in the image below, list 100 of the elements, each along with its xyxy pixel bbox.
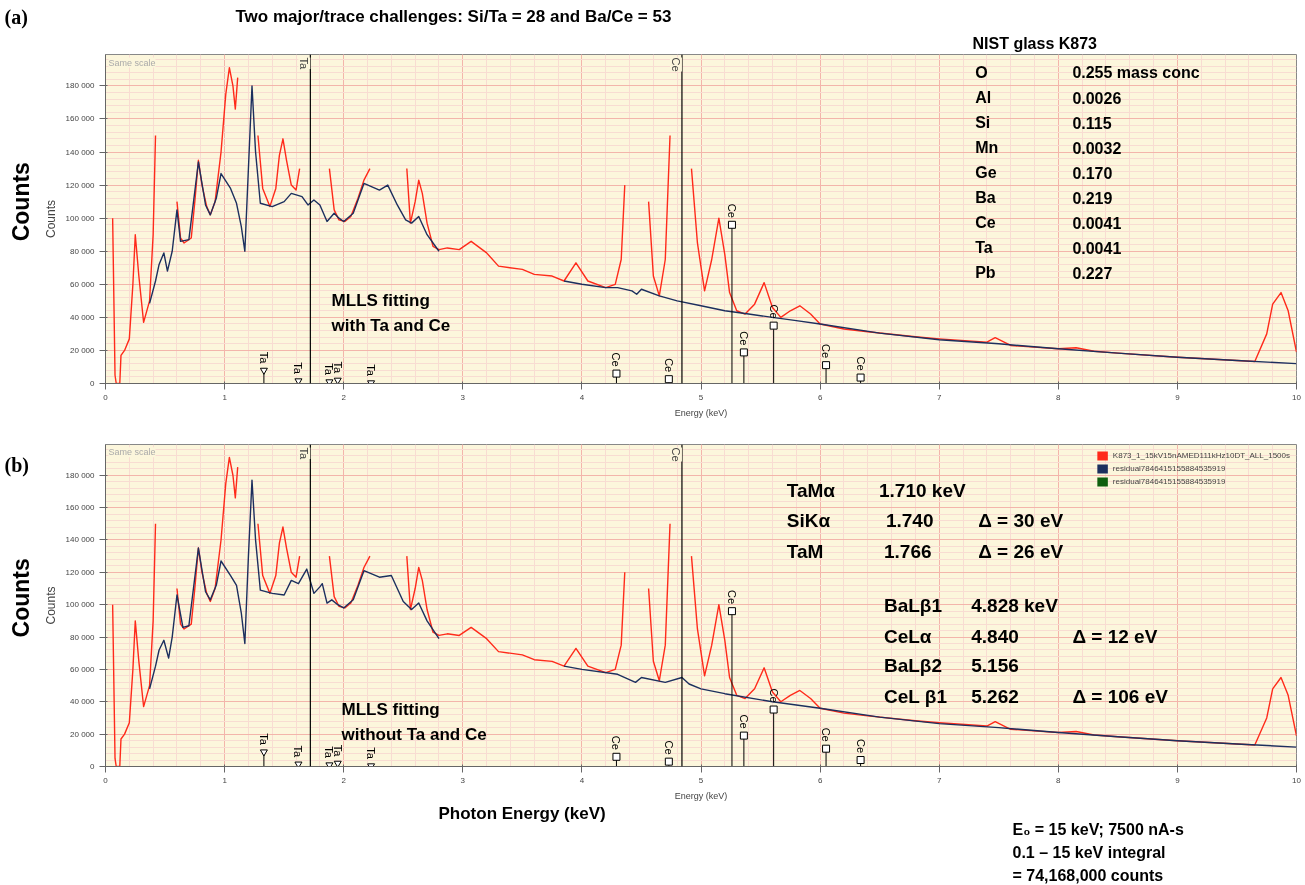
ref-line-label: Ta (298, 57, 311, 70)
text: (a) (4, 5, 28, 29)
text: Ce (725, 590, 738, 605)
text: NIST glass K873 (972, 35, 1098, 52)
text: Ta (365, 747, 378, 759)
y-tick-label: 180 000 (65, 470, 96, 480)
text: Ce (610, 352, 623, 367)
point (612, 752, 621, 761)
x-tick-label: 1 (222, 775, 228, 785)
text: Photon Energy (keV) (438, 804, 606, 823)
x-tick-label: 8 (1056, 775, 1062, 785)
text: Counts (7, 162, 34, 242)
point (727, 220, 736, 229)
text: Ta (365, 364, 378, 376)
annotation: 1.710 keV (879, 480, 966, 501)
annotation: BaLβ2 (883, 655, 943, 677)
y-axis-title: Counts (43, 586, 58, 625)
annotation: TaM (786, 540, 824, 562)
text: Ce (662, 740, 675, 755)
point (664, 757, 673, 766)
y-tick-label: 60 000 (70, 279, 96, 289)
point (769, 705, 778, 714)
x-tick-label: 0 (103, 775, 109, 785)
text: Ce (820, 727, 833, 742)
y-tick-label: 120 000 (65, 567, 96, 577)
x-axis-title: Energy (keV) (674, 407, 728, 418)
ref-line-label: Ce (669, 57, 682, 72)
x-tick-label: 1 (222, 392, 228, 402)
text: = 74,168,000 counts (1012, 867, 1164, 884)
annotation: 5.262 (971, 685, 1019, 707)
text: Ta (292, 362, 305, 374)
y-tick-label: 140 000 (65, 147, 96, 157)
y-axis-title: Counts (43, 199, 58, 239)
annotation: Δ = 30 eV (978, 510, 1064, 532)
y-tick-label: 80 000 (70, 246, 96, 256)
chart-title: Two major/trace challenges: Si/Ta = 28 and Ba/Ce = 53 (235, 7, 672, 26)
annotation: 0.0032 (1072, 139, 1122, 157)
annotation: 0.227 (1072, 264, 1113, 282)
annotation: O (975, 64, 988, 81)
annotation: Pb (975, 264, 996, 281)
y-tick-label: 40 000 (70, 312, 96, 322)
point (769, 321, 778, 330)
annotation: 1.740 (885, 510, 934, 532)
annotation: TaMα (786, 480, 836, 501)
annotation: 4.840 (971, 625, 1019, 647)
point (739, 731, 748, 740)
text: Ta (257, 351, 270, 364)
text: Ta (257, 733, 270, 745)
annotation: with Ta and Ce (330, 316, 451, 335)
annotation: Ce (975, 214, 996, 231)
text: Ce (725, 203, 738, 218)
text: Ta (292, 745, 305, 758)
annotation: Δ = 26 eV (978, 540, 1064, 562)
annotation: without Ta and Ce (340, 724, 487, 744)
annotation: 1.766 (883, 540, 932, 562)
annotation: Ge (975, 164, 997, 181)
text: Ta (331, 361, 344, 374)
annotation: Ta (975, 239, 993, 256)
x-tick-label: 10 (1292, 775, 1302, 785)
text: Ce (820, 344, 833, 359)
legend-label: residual7846415155884535919 (1112, 476, 1226, 487)
annotation: CeLα (883, 625, 932, 647)
y-tick-label: 60 000 (70, 664, 96, 674)
text: Ce (854, 356, 867, 371)
x-axis-title: Energy (keV) (674, 790, 728, 801)
text: Counts (7, 558, 34, 638)
annotation: MLLS fitting (331, 291, 430, 310)
y-tick-label: 80 000 (70, 632, 96, 642)
x-tick-label: 9 (1175, 775, 1181, 785)
text: E₀ = 15 keV; 7500 nA-s (1012, 821, 1184, 838)
point (259, 367, 268, 375)
text: 0.1 – 15 keV integral (1012, 844, 1166, 861)
y-tick-label: 40 000 (70, 697, 96, 707)
point (822, 361, 831, 370)
y-tick-label: 20 000 (70, 345, 96, 355)
point (259, 749, 268, 757)
x-tick-label: 4 (579, 392, 585, 402)
annotation: Al (975, 89, 992, 106)
legend-label: residual7846415155884535919 (1112, 463, 1226, 474)
text: Ce (737, 714, 750, 729)
text: Ce (610, 735, 623, 750)
text: (b) (4, 453, 29, 477)
annotation: 0.115 (1072, 114, 1112, 132)
annotation: Δ = 12 eV (1072, 625, 1158, 647)
x-tick-label: 2 (341, 392, 347, 402)
x-tick-label: 6 (817, 392, 823, 402)
text: Ta (331, 744, 344, 757)
y-tick-label: 100 000 (65, 600, 96, 610)
ref-line-label: Ta (298, 447, 311, 460)
x-tick-label: 0 (103, 392, 109, 402)
y-tick-label: 120 000 (65, 180, 96, 190)
annotation: SiKα (786, 510, 831, 532)
y-tick-label: 0 (90, 762, 96, 771)
text: Ce (854, 738, 867, 754)
annotation: 0.170 (1072, 164, 1113, 182)
point (333, 760, 342, 767)
y-tick-label: 140 000 (65, 535, 96, 545)
annotation: MLLS fitting (341, 700, 440, 720)
point (822, 744, 831, 753)
x-tick-label: 8 (1056, 392, 1062, 402)
